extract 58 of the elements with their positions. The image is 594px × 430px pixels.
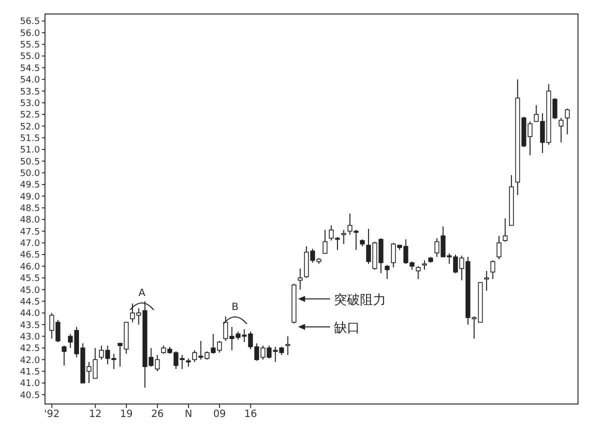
y-tick-label: 47.5 <box>20 227 40 238</box>
candlestick <box>496 235 502 260</box>
candlestick <box>298 268 303 290</box>
x-tick-label: 16 <box>244 409 257 420</box>
x-tick-label: N <box>184 409 192 420</box>
y-tick-label: 53.0 <box>20 98 40 109</box>
y-tick-label: 41.5 <box>20 368 40 378</box>
y-tick-label: 56.0 <box>20 28 40 39</box>
x-tick-label: '92 <box>44 409 60 420</box>
y-tick-label: 48.0 <box>20 216 40 226</box>
y-tick-label: 40.5 <box>20 390 40 401</box>
annotation: B <box>232 302 239 313</box>
candlestick <box>62 345 67 366</box>
y-tick-label: 46.0 <box>20 262 40 272</box>
y-tick-label: 52.0 <box>20 122 40 132</box>
annotation: 缺口 <box>334 320 360 336</box>
y-tick-label: 42.0 <box>20 356 40 366</box>
y-tick-label: 43.5 <box>20 320 40 331</box>
y-tick-label: 51.5 <box>20 134 40 144</box>
candlestick <box>564 108 570 135</box>
y-tick-label: 50.5 <box>20 157 40 168</box>
candlestick <box>341 230 346 245</box>
y-tick-label: 55.0 <box>20 52 40 62</box>
y-tick-label: 46.5 <box>20 250 40 261</box>
y-tick-label: 54.0 <box>20 76 40 86</box>
y-tick-label: 55.5 <box>20 40 40 51</box>
y-tick-label: 43.0 <box>20 332 40 342</box>
y-tick-label: 41.0 <box>20 379 40 390</box>
x-tick-label: 09 <box>213 409 226 420</box>
y-tick-label: 52.5 <box>20 110 40 121</box>
annotation: 突破阻力 <box>334 292 386 308</box>
y-tick-label: 50.0 <box>20 168 40 179</box>
candlestick <box>558 117 564 143</box>
y-tick-label: 45.5 <box>20 274 40 284</box>
y-tick-label: 42.5 <box>20 344 40 354</box>
candlestick <box>416 266 421 280</box>
candlestick <box>422 260 427 270</box>
x-tick-label: 19 <box>120 409 133 420</box>
y-tick-label: 45.0 <box>20 286 40 296</box>
candlestick <box>502 218 508 242</box>
y-tick-label: 49.5 <box>20 180 40 191</box>
annotation: A <box>138 288 146 299</box>
candlestick <box>490 260 496 280</box>
y-tick-label: 51.0 <box>20 146 40 156</box>
y-tick-label: 44.0 <box>20 309 40 320</box>
x-tick-label: 12 <box>88 409 102 420</box>
candlestick <box>384 264 390 280</box>
y-tick-label: 44.5 <box>20 297 40 308</box>
y-tick-label: 53.5 <box>20 87 40 98</box>
y-tick-label: 56.5 <box>20 17 40 28</box>
candlestick <box>322 230 328 254</box>
y-tick-label: 48.5 <box>20 204 40 214</box>
x-tick-label: 26 <box>151 409 164 420</box>
y-tick-label: 47.0 <box>20 239 40 250</box>
y-tick-label: 49.0 <box>20 192 40 202</box>
candlestick <box>484 270 489 292</box>
y-tick-label: 54.5 <box>20 64 40 74</box>
candlestick <box>285 336 290 356</box>
